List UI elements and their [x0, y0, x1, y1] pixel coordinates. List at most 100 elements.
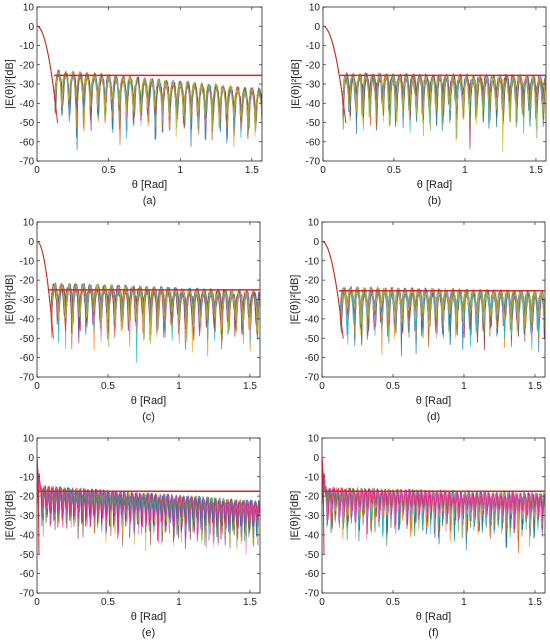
panel-b-pattern-curve: [323, 25, 546, 153]
panel-a-ytick-label: 0: [28, 22, 34, 33]
panel-f-ytick-label: -30: [305, 511, 320, 522]
panel-c-ytick-label: -70: [20, 373, 35, 384]
panel-d-xtick-label: 0.5: [386, 381, 400, 392]
panel-e-curves: [37, 457, 260, 555]
panel-e: 100-10-20-30-40-50-60-700 0.5 1 1.5 |E(θ)|²…: [4, 434, 261, 639]
panel-a-ytick-label: -20: [20, 60, 35, 71]
panel-b-ticks: 100-10-20-30-40-50-60-700 0.5 1 1.5: [306, 3, 546, 176]
panel-b-xlabel: θ [Rad]: [417, 179, 452, 191]
panel-f-ytick-label: -10: [305, 472, 320, 483]
panel-e-xtick-label: 1.5: [243, 597, 257, 608]
panel-a-caption: (a): [143, 195, 156, 207]
panel-c-ytick-label: 0: [28, 237, 34, 248]
panel-e-ytick-label: -70: [20, 589, 35, 600]
panel-a-pattern-curve: [37, 25, 262, 138]
panel-a-ytick-label: -60: [20, 137, 35, 148]
panel-e-xlabel: θ [Rad]: [131, 611, 166, 623]
panel-d-ytick-label: -50: [305, 334, 320, 345]
panel-e-ytick-label: 0: [28, 453, 34, 464]
panel-c-pattern-curve: [37, 241, 260, 345]
panel-b-ytick-label: -50: [306, 118, 321, 129]
panel-c-ytick-label: -10: [20, 256, 35, 267]
panel-c-xtick-label: 1.5: [243, 381, 257, 392]
panel-f-ytick-label: -20: [305, 492, 320, 503]
panel-f-ytick-label: -60: [305, 569, 320, 580]
panel-f-ylabel: |E(θ)|²[dB]: [289, 491, 301, 541]
panel-e-ytick-label: -50: [20, 550, 35, 561]
panel-d-xtick-label: 1.5: [528, 381, 542, 392]
panel-d-ytick-label: -10: [305, 256, 320, 267]
panel-b-ytick-label: -60: [306, 137, 321, 148]
panel-d-ytick-label: -70: [305, 373, 320, 384]
panel-d-caption: (d): [427, 411, 440, 423]
panel-e-ytick-label: -20: [20, 492, 35, 503]
panel-c-main-beam: [37, 240, 54, 339]
panel-f-pattern-curve: [322, 457, 545, 530]
panel-e-ylabel: |E(θ)|²[dB]: [4, 491, 16, 541]
panel-b-pattern-curve: [323, 25, 546, 120]
panel-b-ytick-label: -20: [306, 60, 321, 71]
panel-c-xtick-label: 0.5: [101, 381, 115, 392]
panel-b-xtick-label: 1: [462, 165, 468, 176]
panel-e-xtick-label: 0.5: [101, 597, 115, 608]
panel-d: 100-10-20-30-40-50-60-700 0.5 1 1.5 |E(θ)|²…: [289, 218, 546, 423]
panel-e-xtick-label: 0: [34, 597, 40, 608]
panel-c-ytick-label: -60: [20, 353, 35, 364]
panel-d-ytick-label: 10: [308, 218, 320, 229]
panel-c-ytick-label: -30: [20, 295, 35, 306]
panel-d-ytick-label: -40: [305, 314, 320, 325]
panel-c-ticks: 100-10-20-30-40-50-60-700 0.5 1 1.5: [20, 218, 260, 392]
panel-f-ytick-label: -70: [305, 589, 320, 600]
panel-b-ytick-label: -40: [306, 99, 321, 110]
panel-b-ytick-label: -30: [306, 80, 321, 91]
panel-a-curves: [37, 25, 262, 151]
panel-c-ytick-label: -50: [20, 334, 35, 345]
panel-b-main-beam: [323, 25, 347, 124]
panel-d-ytick-label: -20: [305, 276, 320, 287]
panel-c-ytick-label: -20: [20, 276, 35, 287]
panel-a-ytick-label: -40: [20, 99, 35, 110]
panel-f-xtick-label: 1.5: [528, 597, 542, 608]
panel-c-xlabel: θ [Rad]: [131, 395, 166, 407]
panel-a-ytick-label: -30: [20, 80, 35, 91]
panel-e-pattern-curve: [37, 457, 260, 543]
panel-c-ytick-label: -40: [20, 314, 35, 325]
panel-a-ytick-label: -10: [20, 41, 35, 52]
panel-a-ytick-label: -50: [20, 118, 35, 129]
panel-d-ytick-label: -30: [305, 295, 320, 306]
panel-a: 100-10-20-30-40-50-60-700 0.5 1 1.5 |E(θ)|²…: [4, 3, 263, 207]
panel-a-ytick-label: 10: [23, 3, 35, 14]
panel-c-xtick-label: 1: [176, 381, 182, 392]
panel-d-ylabel: |E(θ)|²[dB]: [289, 275, 301, 325]
panel-b-xtick-label: 0: [320, 165, 326, 176]
panel-a-main-beam: [37, 25, 59, 124]
panel-e-ytick-label: -40: [20, 530, 35, 541]
panel-a-xtick-label: 1: [177, 165, 183, 176]
panel-e-caption: (e): [142, 627, 155, 639]
panel-e-ytick-label: -10: [20, 472, 35, 483]
panel-b-xtick-label: 1.5: [529, 165, 543, 176]
panel-e-ytick-label: -60: [20, 569, 35, 580]
panel-f-ytick-label: -40: [305, 530, 320, 541]
panel-f-xtick-label: 1: [461, 597, 467, 608]
panel-b-ytick-label: -70: [306, 157, 321, 168]
panel-d-xtick-label: 0: [319, 381, 325, 392]
panel-d-ticks: 100-10-20-30-40-50-60-700 0.5 1 1.5: [305, 218, 545, 392]
panel-e-main-beam: [37, 457, 40, 555]
panel-d-ytick-label: 0: [313, 237, 319, 248]
panel-b-xtick-label: 0.5: [387, 165, 401, 176]
panel-e-ytick-label: -30: [20, 511, 35, 522]
panel-a-ylabel: |E(θ)|²[dB]: [4, 59, 16, 109]
panel-c-xtick-label: 0: [34, 381, 40, 392]
panel-b-ytick-label: 0: [314, 22, 320, 33]
panel-f-xtick-label: 0.5: [386, 597, 400, 608]
panel-e-ytick-label: 10: [23, 434, 35, 445]
panel-c: 100-10-20-30-40-50-60-700 0.5 1 1.5 |E(θ)|²…: [4, 218, 261, 423]
panel-c-caption: (c): [142, 411, 155, 423]
panel-e-xtick-label: 1: [176, 597, 182, 608]
panel-f-ytick-label: 10: [308, 434, 320, 445]
panel-f: 100-10-20-30-40-50-60-700 0.5 1 1.5 |E(θ)|²…: [289, 434, 546, 639]
panel-f-xlabel: θ [Rad]: [416, 611, 451, 623]
panel-f-ytick-label: 0: [313, 453, 319, 464]
